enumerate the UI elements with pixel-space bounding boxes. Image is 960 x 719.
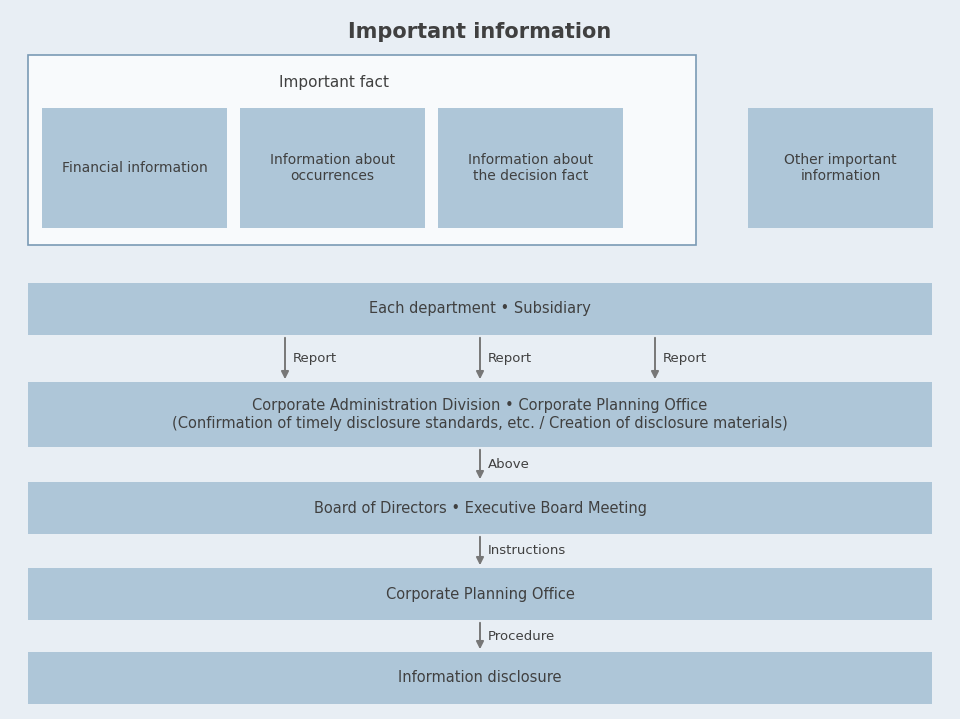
Bar [240,108,425,228]
Text: Information disclosure: Information disclosure [398,671,562,685]
Text: Procedure: Procedure [488,630,555,643]
Bar [28,283,932,335]
Bar [42,108,227,228]
Text: Report: Report [663,352,708,365]
Text: Important information: Important information [348,22,612,42]
Text: Corporate Administration Division • Corporate Planning Office
(Confirmation of t: Corporate Administration Division • Corp… [172,398,788,431]
Bar [28,568,932,620]
Text: Information about
occurrences: Information about occurrences [270,153,396,183]
Text: Information about
the decision fact: Information about the decision fact [468,153,593,183]
Bar [28,482,932,534]
Text: Financial information: Financial information [61,161,207,175]
Bar [748,108,933,228]
Text: Other important
information: Other important information [784,153,897,183]
Text: Above: Above [488,458,530,471]
Bar [438,108,623,228]
Text: Instructions: Instructions [488,544,566,557]
Bar [28,652,932,704]
Text: Report: Report [293,352,337,365]
Text: Each department • Subsidiary: Each department • Subsidiary [369,301,591,316]
Text: Board of Directors • Executive Board Meeting: Board of Directors • Executive Board Mee… [314,500,646,516]
Text: Corporate Planning Office: Corporate Planning Office [386,587,574,602]
Bar [28,55,696,245]
Text: Important fact: Important fact [279,75,389,91]
Text: Report: Report [488,352,532,365]
Bar [28,382,932,447]
